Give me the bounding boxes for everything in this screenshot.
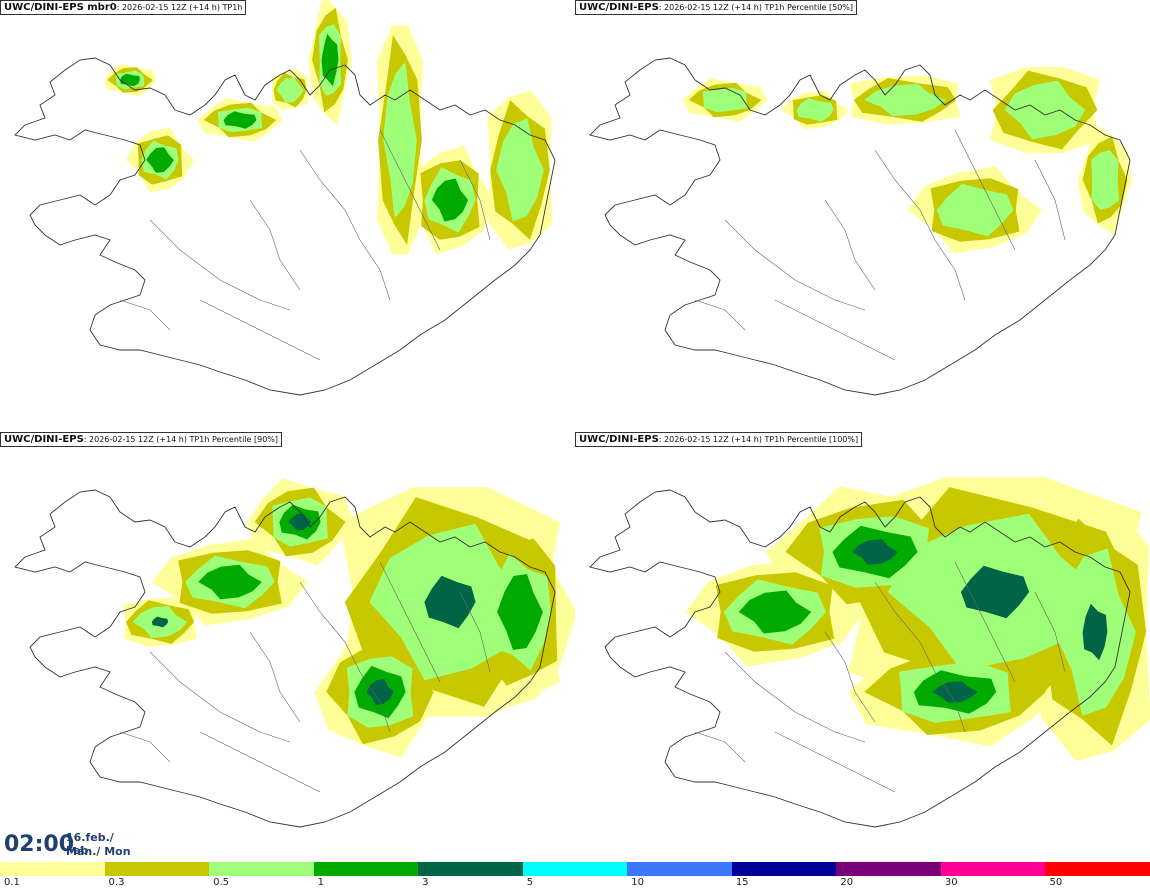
road-line — [459, 159, 491, 241]
colorbar-tick-label: 3 — [422, 877, 429, 888]
map-panel-p90: UWC/DINI-EPS: 2026-02-15 12Z (+14 h) TP1… — [0, 432, 575, 862]
precip-map — [14, 478, 575, 828]
precip-contour — [151, 616, 169, 628]
road-line — [459, 591, 491, 673]
panel-title: UWC/DINI-EPS: 2026-02-15 12Z (+14 h) TP1… — [575, 432, 863, 447]
colorbar-tick-label: 15 — [735, 877, 749, 888]
road-line — [299, 581, 391, 733]
precip-contour — [383, 61, 417, 219]
valid-weekday: Mán./ Mon — [66, 845, 131, 858]
valid-time-box: 02:00 16.feb./ Feb Mán./ Mon — [0, 828, 140, 862]
precip-map — [589, 477, 1150, 828]
precip-contour — [431, 178, 469, 222]
map-panel-mbr0: UWC/DINI-EPS mbr0: 2026-02-15 12Z (+14 h… — [0, 0, 575, 430]
road-line — [824, 631, 876, 723]
precip-contour — [223, 111, 257, 129]
road-line — [724, 651, 866, 743]
colorbar-segment — [627, 862, 732, 876]
colorbar-segment — [940, 862, 1046, 876]
colorbar-tick-label: 5 — [526, 877, 534, 888]
road-line — [199, 731, 321, 793]
colorbar-segment — [104, 862, 210, 876]
colorbar-tick-label: 0.5 — [213, 877, 229, 888]
colorbar-segment — [1045, 862, 1150, 876]
colorbar-segment — [731, 862, 837, 876]
valid-time: 02:00 — [4, 832, 75, 857]
road-line — [1034, 591, 1066, 673]
valid-date: 16.feb./ Feb — [66, 831, 114, 857]
road-line — [824, 199, 876, 291]
road-line — [694, 299, 746, 331]
road-line — [249, 199, 301, 291]
precip-contour — [852, 539, 898, 565]
colorbar-tick-label: 1 — [317, 877, 324, 888]
colorbar-segment — [836, 862, 941, 876]
road-line — [119, 731, 171, 763]
panel-title: UWC/DINI-EPS: 2026-02-15 12Z (+14 h) TP1… — [0, 432, 283, 447]
precip-contour — [496, 118, 544, 222]
colorbar-segment — [522, 862, 628, 876]
colorbar-tick-label: 10 — [631, 877, 644, 888]
precip-contour — [321, 33, 339, 87]
road-line — [299, 149, 391, 301]
road-line — [774, 731, 896, 793]
precip-contour — [198, 564, 262, 600]
road-line — [249, 631, 301, 723]
road-line — [379, 561, 441, 683]
colorbar-segment — [313, 862, 419, 876]
precip-contour — [288, 513, 312, 531]
precip-map — [14, 0, 556, 396]
road-line — [694, 731, 746, 763]
colorbar-segment — [0, 862, 105, 876]
precip-contour — [936, 183, 1014, 237]
precip-contour — [702, 87, 748, 113]
road-line — [874, 581, 966, 733]
precip-contour — [1004, 80, 1086, 140]
precip-contour — [1082, 603, 1108, 661]
colorbar-tick-label: 30 — [944, 877, 958, 888]
road-line — [1034, 159, 1066, 241]
road-line — [774, 299, 896, 361]
road-line — [149, 219, 291, 311]
precip-contour — [276, 77, 304, 103]
road-line — [119, 299, 171, 331]
panel-title: UWC/DINI-EPS: 2026-02-15 12Z (+14 h) TP1… — [575, 0, 858, 15]
colorbar-tick-label: 0.3 — [108, 877, 125, 888]
road-line — [379, 129, 441, 251]
precip-map — [589, 57, 1133, 396]
road-line — [954, 561, 1016, 683]
precip-contour — [1091, 150, 1119, 210]
road-line — [954, 129, 1016, 251]
coastline — [14, 489, 556, 828]
precip-contour — [796, 98, 834, 122]
colorbar-segment — [209, 862, 314, 876]
colorbar-tick-label: 20 — [840, 877, 854, 888]
road-line — [874, 149, 966, 301]
colorbar — [0, 862, 1150, 876]
precip-contour — [146, 147, 174, 173]
panel-title: UWC/DINI-EPS mbr0: 2026-02-15 12Z (+14 h… — [0, 0, 247, 15]
colorbar-tick-label: 0.1 — [4, 877, 20, 888]
precip-contour — [366, 679, 394, 705]
coastline — [589, 489, 1131, 828]
precip-contour — [864, 83, 946, 117]
colorbar-ticks: 0.1 0.3 0.5 1 3 5 10 15 20 30 50 — [0, 876, 1150, 891]
coastline — [589, 57, 1131, 396]
precip-contour — [960, 565, 1030, 619]
precip-contour — [932, 681, 978, 703]
precip-contour — [497, 574, 543, 650]
map-panel-p100: UWC/DINI-EPS: 2026-02-15 12Z (+14 h) TP1… — [575, 432, 1150, 862]
map-panel-p50: UWC/DINI-EPS: 2026-02-15 12Z (+14 h) TP1… — [575, 0, 1150, 430]
precip-contour — [738, 590, 812, 634]
colorbar-segment — [418, 862, 523, 876]
road-line — [149, 651, 291, 743]
coastline — [14, 57, 556, 396]
precip-contour — [424, 575, 476, 629]
road-line — [724, 219, 866, 311]
road-line — [199, 299, 321, 361]
colorbar-tick-label: 50 — [1049, 877, 1063, 888]
